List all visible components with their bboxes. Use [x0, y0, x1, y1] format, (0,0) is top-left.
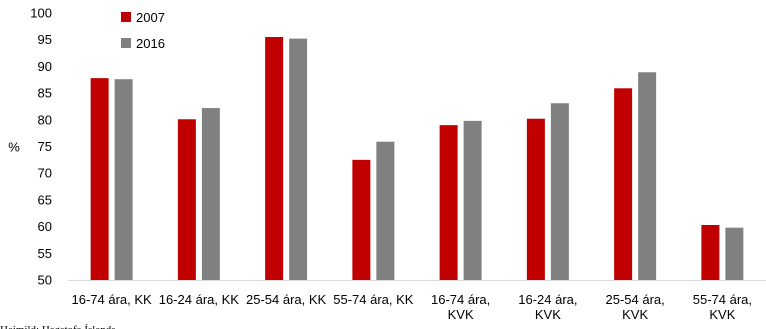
x-tick-label: 16-24 ára, KK [159, 292, 240, 307]
bar-2016-2 [201, 108, 220, 280]
x-tick-label: 16-74 ára, KK [72, 292, 153, 307]
y-tick-label: 55 [38, 246, 52, 261]
y-tick-label: 100 [30, 6, 52, 21]
y-tick-label: 75 [38, 139, 52, 154]
bar-2016-3 [289, 38, 308, 280]
y-tick-label: 95 [38, 32, 52, 47]
bar-2016-7 [638, 72, 657, 280]
bar-2007-4 [352, 159, 371, 280]
x-tick-label: 16-24 ára, [518, 292, 577, 307]
y-tick-label: 70 [38, 166, 52, 181]
y-tick-label: 90 [38, 59, 52, 74]
x-tick-label: KVK [622, 307, 648, 322]
x-tick-label: KVK [709, 307, 735, 322]
legend-label-2016: 2016 [136, 36, 165, 51]
bar-2016-4 [376, 141, 395, 280]
bar-2007-6 [526, 118, 545, 281]
bar-2016-5 [463, 120, 482, 280]
x-tick-label: KVK [448, 307, 474, 322]
y-tick-label: 80 [38, 112, 52, 127]
bar-2007-2 [177, 119, 196, 281]
x-tick-label: KVK [535, 307, 561, 322]
bar-2016-8 [725, 227, 744, 280]
bar-2007-3 [265, 37, 284, 280]
bar-2007-7 [614, 88, 633, 280]
bar-2007-5 [439, 125, 458, 280]
x-tick-label: 25-54 ára, KK [246, 292, 327, 307]
source-note: Heimild: Hagstofa Íslands [0, 324, 115, 329]
x-tick-label: 55-74 ára, [693, 292, 752, 307]
x-tick-label: 55-74 ára, KK [333, 292, 414, 307]
legend-swatch-2016 [121, 38, 131, 48]
y-tick-label: 85 [38, 86, 52, 101]
bar-2016-6 [550, 103, 569, 280]
bar-2007-1 [90, 78, 109, 280]
bar-2007-8 [701, 224, 720, 280]
legend-swatch-2007 [121, 12, 131, 22]
x-tick-label: 16-74 ára, [431, 292, 490, 307]
bar-2016-1 [114, 79, 133, 280]
y-axis-label: % [8, 140, 20, 155]
y-tick-label: 60 [38, 219, 52, 234]
y-tick-label: 65 [38, 192, 52, 207]
y-tick-label: 50 [38, 273, 52, 288]
legend-label-2007: 2007 [136, 10, 165, 25]
x-tick-label: 25-54 ára, [605, 292, 664, 307]
